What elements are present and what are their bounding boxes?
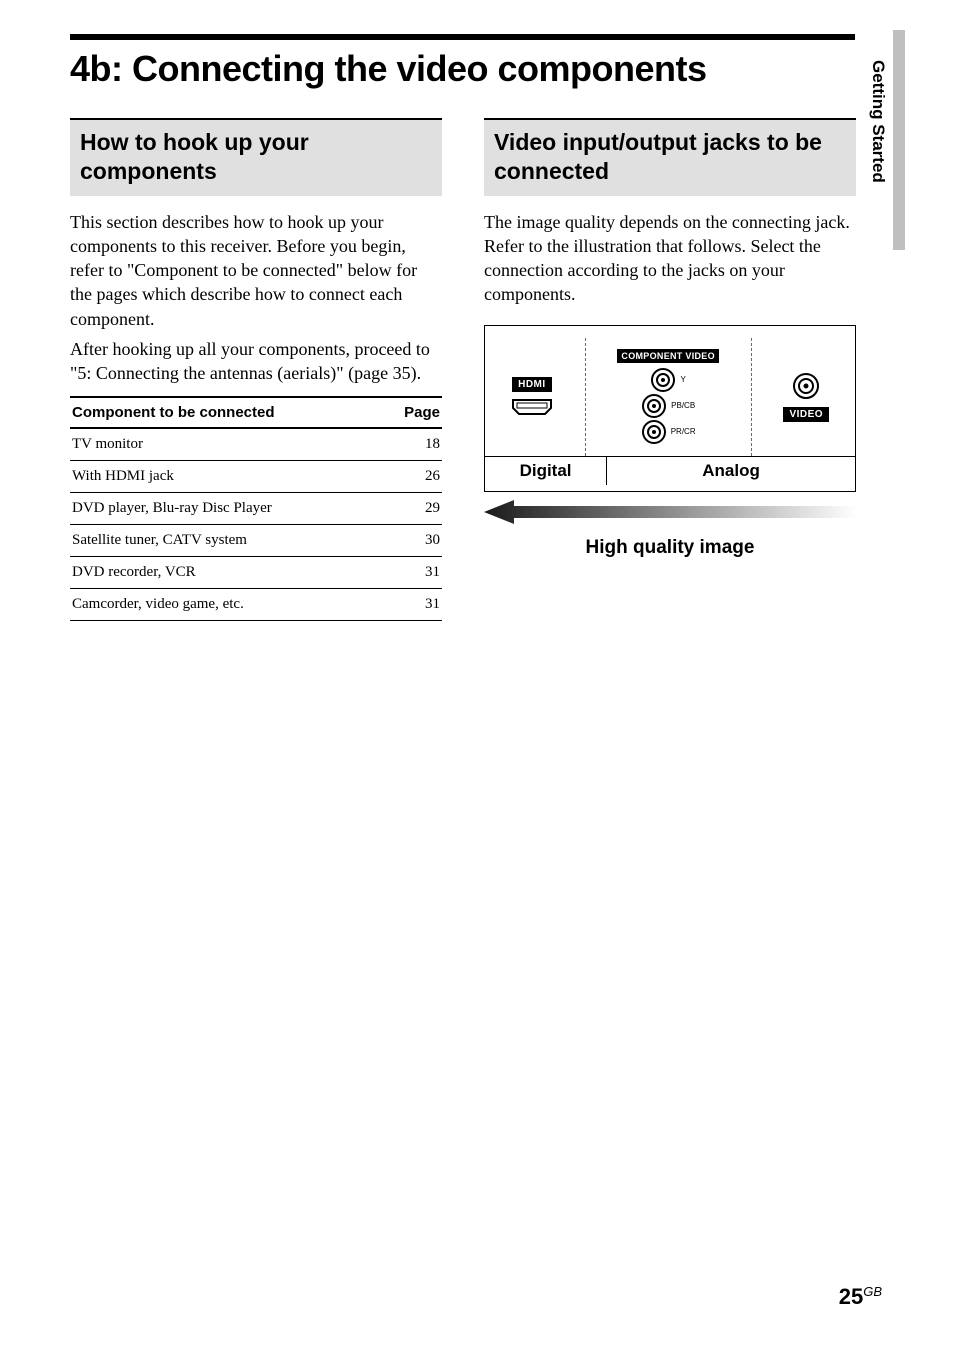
digital-label: Digital bbox=[485, 457, 607, 485]
page-number: 25 bbox=[839, 1284, 863, 1309]
page-footer: 25GB bbox=[839, 1284, 882, 1310]
component-video-group: COMPONENT VIDEO Y PB/CB PR/CR bbox=[617, 349, 719, 445]
td-component: Satellite tuner, CATV system bbox=[70, 524, 382, 556]
jack-diagram: HDMI COMPONENT VIDEO bbox=[484, 325, 856, 492]
video-tag: VIDEO bbox=[783, 407, 829, 422]
left-para2: After hooking up all your components, pr… bbox=[70, 337, 442, 386]
th-page: Page bbox=[382, 397, 442, 428]
rca-jack-icon bbox=[791, 371, 821, 401]
dashed-separator bbox=[751, 338, 752, 456]
rca-pr: PR/CR bbox=[641, 419, 696, 445]
table-row: DVD player, Blu-ray Disc Player 29 bbox=[70, 492, 442, 524]
component-table: Component to be connected Page TV monito… bbox=[70, 396, 442, 621]
left-para1: This section describes how to hook up yo… bbox=[70, 210, 442, 331]
quality-arrow bbox=[484, 498, 856, 531]
rca-label-y: Y bbox=[680, 375, 685, 384]
td-page: 31 bbox=[382, 588, 442, 620]
hdmi-group: HDMI bbox=[511, 377, 553, 416]
video-group: VIDEO bbox=[783, 371, 829, 422]
page-region: GB bbox=[863, 1284, 882, 1299]
table-row: Camcorder, video game, etc. 31 bbox=[70, 588, 442, 620]
right-heading: Video input/output jacks to be connected bbox=[484, 118, 856, 196]
td-component: With HDMI jack bbox=[70, 460, 382, 492]
td-page: 29 bbox=[382, 492, 442, 524]
rca-jack-icon bbox=[650, 367, 676, 393]
main-title: 4b: Connecting the video components bbox=[70, 48, 890, 90]
table-row: With HDMI jack 26 bbox=[70, 460, 442, 492]
left-column: How to hook up your components This sect… bbox=[70, 118, 442, 621]
side-tab-highlight bbox=[893, 30, 905, 250]
top-rule bbox=[70, 34, 855, 40]
hdmi-port-icon bbox=[511, 398, 553, 416]
left-heading: How to hook up your components bbox=[70, 118, 442, 196]
rca-y: Y bbox=[650, 367, 685, 393]
right-para: The image quality depends on the connect… bbox=[484, 210, 856, 307]
analog-label: Analog bbox=[607, 457, 855, 485]
table-row: Satellite tuner, CATV system 30 bbox=[70, 524, 442, 556]
hdmi-tag: HDMI bbox=[512, 377, 552, 392]
td-component: DVD recorder, VCR bbox=[70, 556, 382, 588]
dashed-separator bbox=[585, 338, 586, 456]
td-page: 31 bbox=[382, 556, 442, 588]
page-content: 4b: Connecting the video components How … bbox=[70, 34, 890, 621]
high-quality-caption: High quality image bbox=[484, 537, 856, 559]
rca-jack-icon bbox=[641, 393, 667, 419]
td-page: 26 bbox=[382, 460, 442, 492]
td-component: DVD player, Blu-ray Disc Player bbox=[70, 492, 382, 524]
rca-label-pr: PR/CR bbox=[671, 427, 696, 436]
td-component: TV monitor bbox=[70, 428, 382, 461]
digital-analog-labels: Digital Analog bbox=[485, 456, 855, 485]
th-component: Component to be connected bbox=[70, 397, 382, 428]
jack-row: HDMI COMPONENT VIDEO bbox=[495, 338, 845, 456]
rca-jack-icon bbox=[641, 419, 667, 445]
td-component: Camcorder, video game, etc. bbox=[70, 588, 382, 620]
table-row: DVD recorder, VCR 31 bbox=[70, 556, 442, 588]
table-row: TV monitor 18 bbox=[70, 428, 442, 461]
rca-label-pb: PB/CB bbox=[671, 401, 695, 410]
columns: How to hook up your components This sect… bbox=[70, 118, 890, 621]
td-page: 18 bbox=[382, 428, 442, 461]
component-tag: COMPONENT VIDEO bbox=[617, 349, 719, 363]
rca-pb: PB/CB bbox=[641, 393, 695, 419]
td-page: 30 bbox=[382, 524, 442, 556]
right-column: Video input/output jacks to be connected… bbox=[484, 118, 856, 621]
